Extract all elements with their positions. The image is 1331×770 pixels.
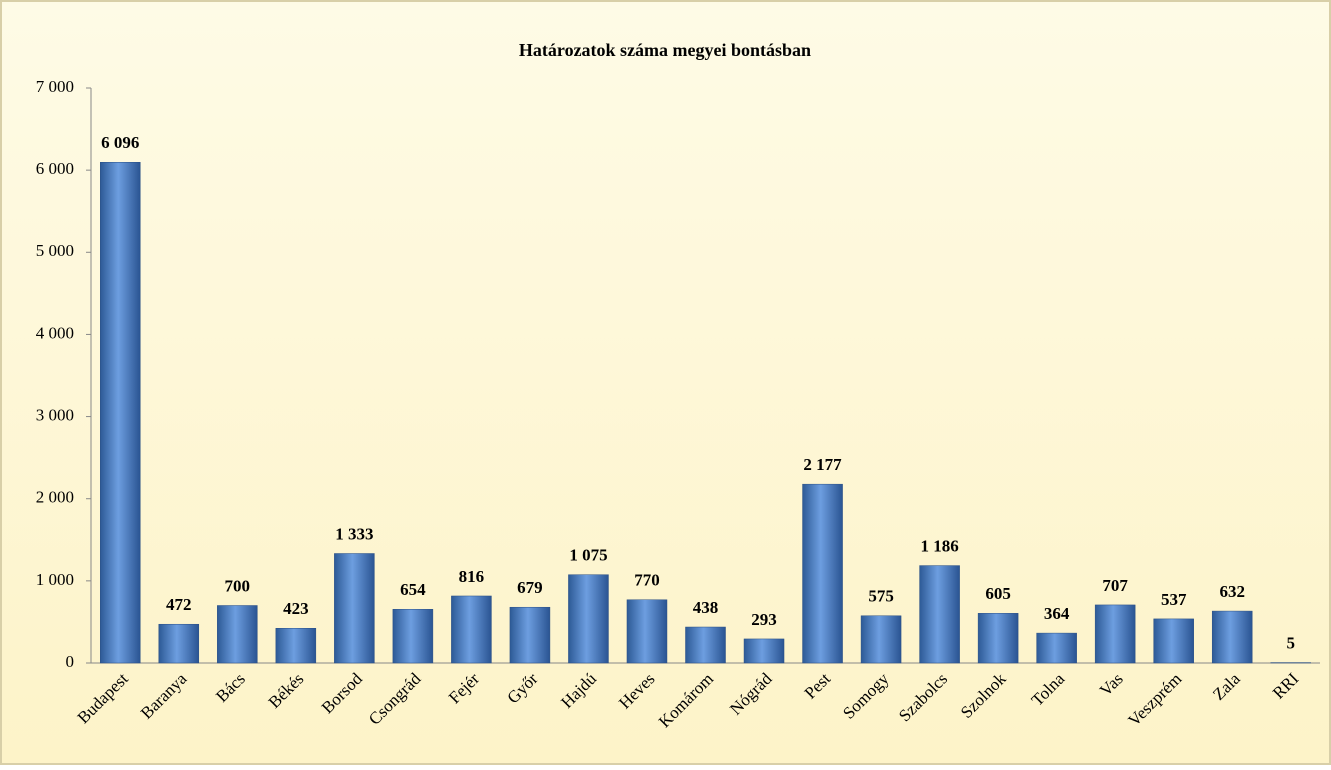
data-label: 632 xyxy=(1219,582,1245,601)
data-label: 654 xyxy=(400,580,426,599)
bar xyxy=(803,484,843,663)
y-tick-label: 7 000 xyxy=(36,77,74,96)
bar xyxy=(334,554,374,663)
data-label: 770 xyxy=(634,571,660,590)
data-label: 6 096 xyxy=(101,133,139,152)
bar xyxy=(510,607,550,663)
chart-title: Határozatok száma megyei bontásban xyxy=(519,40,811,60)
data-label: 575 xyxy=(868,587,894,606)
bar xyxy=(217,606,257,664)
y-tick-label: 3 000 xyxy=(36,405,74,424)
data-label: 537 xyxy=(1161,590,1187,609)
bar xyxy=(686,627,726,663)
y-tick-label: 6 000 xyxy=(36,159,74,178)
data-label: 438 xyxy=(693,598,719,617)
bar xyxy=(276,628,316,663)
y-tick-label: 4 000 xyxy=(36,323,74,342)
bar xyxy=(1095,605,1135,663)
bar xyxy=(861,616,901,663)
bar xyxy=(920,566,960,663)
data-label: 364 xyxy=(1044,604,1070,623)
data-label: 1 075 xyxy=(569,546,607,565)
data-label: 1 333 xyxy=(335,524,373,543)
y-tick-label: 5 000 xyxy=(36,241,74,260)
bar xyxy=(744,639,784,663)
bar xyxy=(1212,611,1252,663)
data-label: 423 xyxy=(283,599,309,618)
y-tick-label: 1 000 xyxy=(36,570,74,589)
bar xyxy=(627,600,667,663)
data-label: 679 xyxy=(517,578,543,597)
bar xyxy=(393,609,433,663)
y-tick-label: 0 xyxy=(66,652,75,671)
bar xyxy=(1154,619,1194,663)
data-label: 5 xyxy=(1286,633,1295,652)
data-label: 2 177 xyxy=(803,455,842,474)
data-label: 700 xyxy=(225,576,251,595)
bar xyxy=(1037,633,1077,663)
data-label: 816 xyxy=(459,567,485,586)
bar xyxy=(451,596,491,663)
data-label: 293 xyxy=(751,610,777,629)
bar xyxy=(568,575,608,663)
data-label: 707 xyxy=(1102,576,1128,595)
data-label: 605 xyxy=(985,584,1011,603)
y-tick-label: 2 000 xyxy=(36,488,74,507)
data-label: 472 xyxy=(166,595,192,614)
bar xyxy=(100,162,140,663)
data-label: 1 186 xyxy=(920,536,958,555)
bar xyxy=(159,624,199,663)
bar xyxy=(978,613,1018,663)
